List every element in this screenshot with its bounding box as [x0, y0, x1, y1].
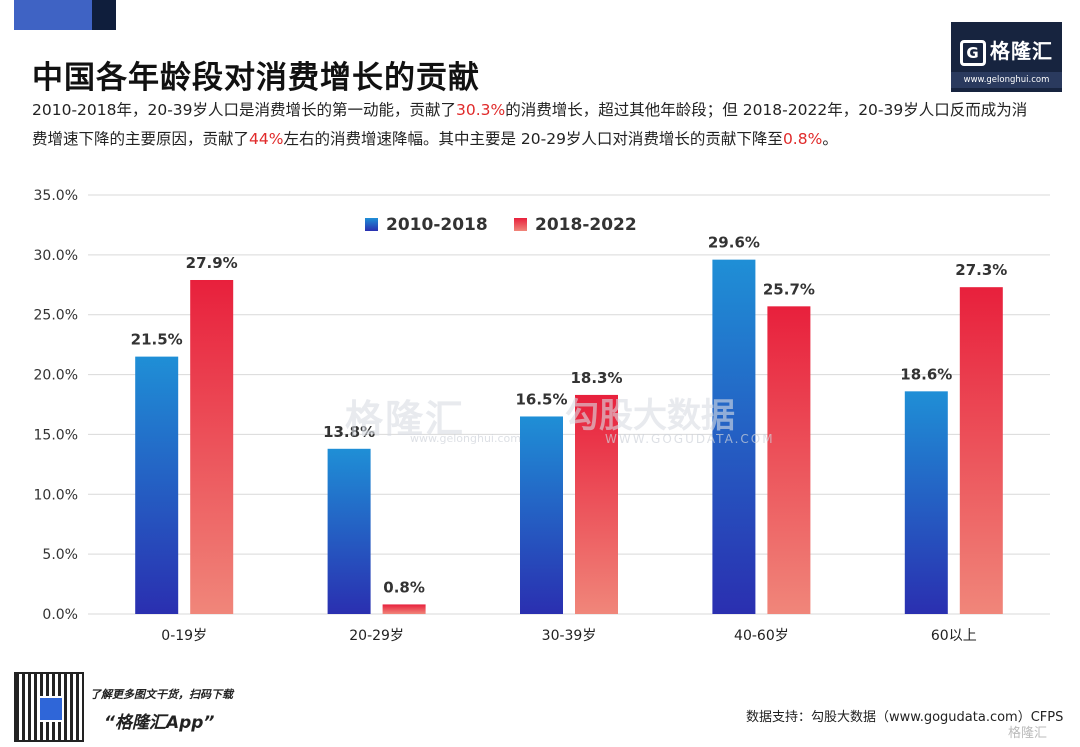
x-tick-label: 60以上 — [931, 628, 977, 644]
header-accent-bar — [14, 0, 92, 30]
page-subtitle: 2010-2018年，20-39岁人口是消费增长的第一动能，贡献了30.3%的消… — [32, 96, 1042, 154]
legend-swatch — [514, 218, 527, 231]
bar-1 — [327, 448, 371, 614]
bar-chart: 0.0% 5.0% 10.0% 15.0% 20.0% 25.0% 30.0% 35.0% 21… — [34, 188, 1050, 644]
data-source: 数据支持：勾股大数据（www.gogudata.com）CFPS — [746, 710, 1064, 725]
subtitle-text: 左右的消费增速降幅。其中主要是 20-29岁人口对消费增长的贡献下降至 — [283, 130, 783, 148]
y-tick-label: 25.0% — [34, 308, 78, 324]
subtitle-highlight: 44% — [249, 130, 284, 148]
logo-url: www.gelonghui.com — [951, 71, 1062, 88]
subtitle-highlight: 0.8% — [782, 130, 823, 148]
promo-text: 了解更多图文干货，扫码下载 — [90, 688, 233, 701]
x-tick-label: 0-19岁 — [161, 628, 207, 644]
x-tick-label: 30-39岁 — [542, 628, 597, 644]
bar-1 — [135, 356, 179, 614]
y-tick-label: 15.0% — [34, 427, 78, 443]
subtitle-text: 。 — [822, 130, 838, 148]
brand-logo: G 格隆汇 www.gelonghui.com — [951, 22, 1062, 92]
data-label: 13.8% — [323, 423, 375, 441]
legend-swatch — [365, 218, 378, 231]
data-label: 18.3% — [570, 369, 622, 387]
legend-label: 2018-2022 — [535, 215, 637, 235]
bar-2 — [767, 306, 811, 614]
data-label: 25.7% — [763, 280, 815, 298]
data-label: 27.3% — [955, 261, 1007, 279]
subtitle-highlight: 30.3% — [456, 101, 506, 119]
bar-1 — [520, 416, 563, 614]
watermark-data: 勾股大数据 — [565, 396, 735, 436]
y-tick-label: 20.0% — [34, 368, 78, 384]
data-label: 21.5% — [131, 331, 183, 349]
logo-name: 格隆汇 — [990, 39, 1053, 63]
data-label: 18.6% — [900, 365, 952, 383]
subtitle-text: 的消费增长，超过其他年龄段；但 2018-2022年，20-39岁人口反而成为消… — [32, 101, 1028, 148]
y-tick-label: 10.0% — [34, 487, 78, 503]
subtitle-text: 2010-2018年，20-39岁人口是消费增长的第一动能，贡献了 — [32, 101, 457, 119]
y-tick-label: 30.0% — [34, 248, 78, 264]
bar-2 — [575, 394, 618, 614]
watermark-brand: 格隆汇 — [345, 397, 466, 441]
page-title: 中国各年龄段对消费增长的贡献 — [32, 60, 480, 96]
data-label: 0.8% — [383, 578, 425, 596]
y-tick-label: 5.0% — [42, 547, 78, 563]
watermark-brand-url: www.gelonghui.com — [410, 432, 521, 445]
bar-2 — [959, 287, 1003, 614]
x-tick-label: 20-29岁 — [349, 628, 404, 644]
bar-1 — [904, 391, 948, 614]
bar-2 — [190, 279, 234, 614]
promo-app-name: “格隆汇App” — [104, 713, 215, 733]
data-label: 27.9% — [186, 254, 238, 272]
legend-label: 2010-2018 — [386, 215, 488, 235]
qr-code-icon[interactable] — [14, 672, 84, 742]
header-accent-bar-dark — [92, 0, 116, 30]
bar-1 — [712, 259, 756, 614]
data-label: 16.5% — [515, 390, 567, 408]
y-tick-label: 35.0% — [34, 188, 78, 204]
corner-watermark: 格隆汇 — [1008, 726, 1048, 741]
watermark-data-url: WWW.GOGUDATA.COM — [605, 432, 775, 446]
bar-2 — [382, 604, 426, 614]
y-tick-label: 0.0% — [42, 607, 78, 623]
logo-g-icon: G — [960, 39, 986, 66]
data-label: 29.6% — [708, 234, 760, 252]
x-tick-label: 40-60岁 — [734, 628, 789, 644]
